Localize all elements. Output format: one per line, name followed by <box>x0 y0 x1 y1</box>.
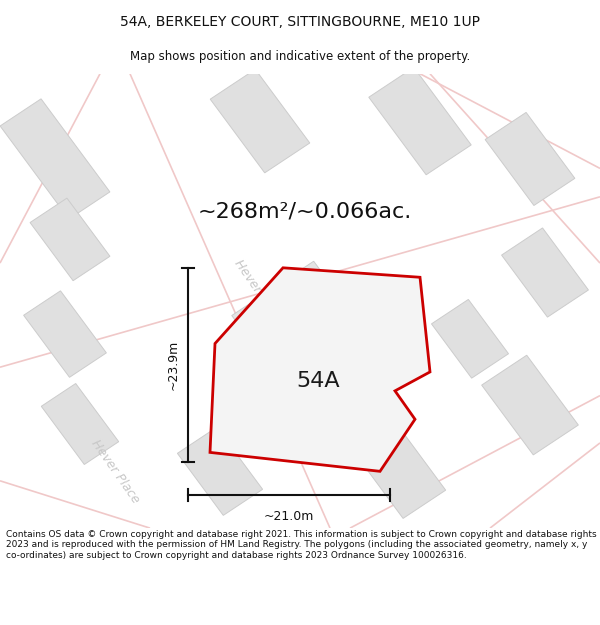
Text: 54A, BERKELEY COURT, SITTINGBOURNE, ME10 1UP: 54A, BERKELEY COURT, SITTINGBOURNE, ME10… <box>120 15 480 29</box>
Text: Hever Place: Hever Place <box>88 437 142 506</box>
Text: Contains OS data © Crown copyright and database right 2021. This information is : Contains OS data © Crown copyright and d… <box>6 530 596 560</box>
Polygon shape <box>485 112 575 206</box>
Text: Map shows position and indicative extent of the property.: Map shows position and indicative extent… <box>130 50 470 63</box>
Polygon shape <box>41 384 119 464</box>
Polygon shape <box>431 299 509 378</box>
Polygon shape <box>502 228 589 317</box>
Text: 54A: 54A <box>296 371 340 391</box>
Polygon shape <box>23 291 106 378</box>
Polygon shape <box>0 99 110 219</box>
Polygon shape <box>232 261 388 416</box>
Polygon shape <box>369 68 471 175</box>
Text: ~23.9m: ~23.9m <box>167 340 180 390</box>
Polygon shape <box>482 355 578 455</box>
Text: ~21.0m: ~21.0m <box>264 510 314 523</box>
Text: ~268m²/~0.066ac.: ~268m²/~0.066ac. <box>198 201 412 221</box>
Polygon shape <box>355 424 446 518</box>
Polygon shape <box>210 268 430 471</box>
Polygon shape <box>178 428 263 516</box>
Polygon shape <box>30 198 110 281</box>
Polygon shape <box>210 69 310 173</box>
Text: Hever Place: Hever Place <box>231 257 285 326</box>
